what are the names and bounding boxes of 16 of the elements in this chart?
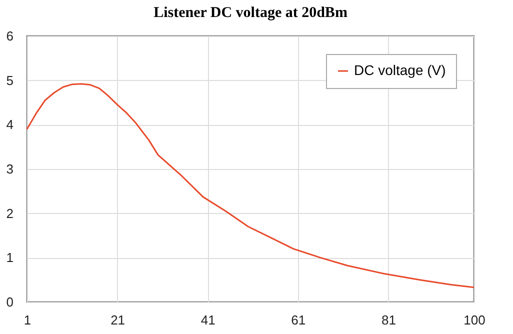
legend-label: DC voltage (V) bbox=[354, 62, 446, 78]
y-tick-label: 4 bbox=[6, 117, 14, 132]
x-tick-label: 100 bbox=[464, 312, 486, 328]
line-series bbox=[26, 83, 475, 288]
x-tick-label: 41 bbox=[200, 312, 216, 328]
x-tick-label: 81 bbox=[381, 312, 396, 328]
y-tick-label: 6 bbox=[6, 28, 14, 44]
y-tick-label: 3 bbox=[6, 162, 14, 176]
x-tick-label: 61 bbox=[291, 312, 306, 328]
chart-title: Listener DC voltage at 20dBm bbox=[154, 5, 348, 21]
y-tick-label: 1 bbox=[6, 250, 14, 266]
y-tick-label: 0 bbox=[6, 294, 14, 310]
x-tick-label: 21 bbox=[110, 312, 126, 328]
y-tick-label: 2 bbox=[6, 206, 14, 221]
y-tick-label: 5 bbox=[6, 72, 14, 88]
x-tick-label: 1 bbox=[24, 312, 32, 328]
